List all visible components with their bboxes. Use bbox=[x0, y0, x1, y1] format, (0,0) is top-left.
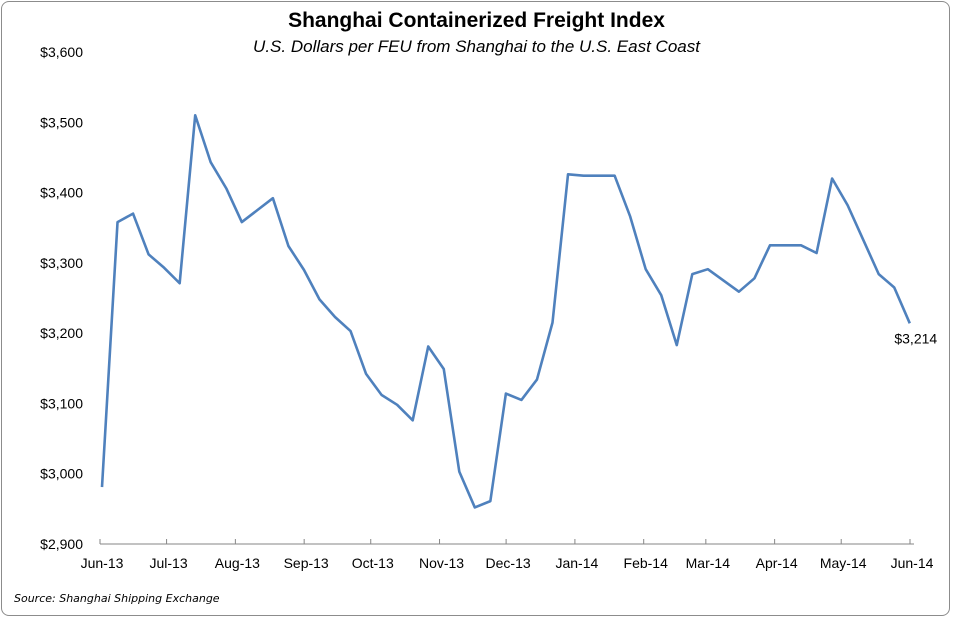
y-tick-label: $3,100 bbox=[40, 395, 83, 411]
x-tick-label: Jun-13 bbox=[81, 555, 124, 571]
chart-title: Shanghai Containerized Freight Index bbox=[288, 9, 665, 32]
x-tick-label: Jan-14 bbox=[555, 555, 598, 571]
x-tick-label: May-14 bbox=[820, 555, 867, 571]
x-tick-label: Feb-14 bbox=[624, 555, 669, 571]
x-tick-label: Mar-14 bbox=[686, 555, 731, 571]
y-tick-label: $3,600 bbox=[40, 44, 83, 60]
chart-subtitle: U.S. Dollars per FEU from Shanghai to th… bbox=[253, 37, 700, 56]
x-tick-label: Dec-13 bbox=[486, 555, 531, 571]
series-line bbox=[100, 113, 911, 509]
end-value-label: $3,214 bbox=[894, 330, 937, 346]
y-tick-label: $3,500 bbox=[40, 114, 83, 130]
source-note: Source: Shanghai Shipping Exchange bbox=[14, 592, 220, 605]
y-tick-label: $3,200 bbox=[40, 325, 83, 341]
y-tick-label: $3,000 bbox=[40, 466, 83, 482]
x-tick-label: Sep-13 bbox=[284, 555, 329, 571]
y-tick-label: $3,400 bbox=[40, 185, 83, 201]
x-tick-label: Jun-14 bbox=[891, 555, 934, 571]
x-tick-label: Nov-13 bbox=[419, 555, 464, 571]
x-tick-label: Oct-13 bbox=[352, 555, 394, 571]
y-tick-label: $2,900 bbox=[40, 536, 83, 552]
y-tick-label: $3,300 bbox=[40, 255, 83, 271]
x-tick-label: Aug-13 bbox=[215, 555, 260, 571]
x-tick-label: Jul-13 bbox=[150, 555, 188, 571]
x-tick-label: Apr-14 bbox=[756, 555, 798, 571]
